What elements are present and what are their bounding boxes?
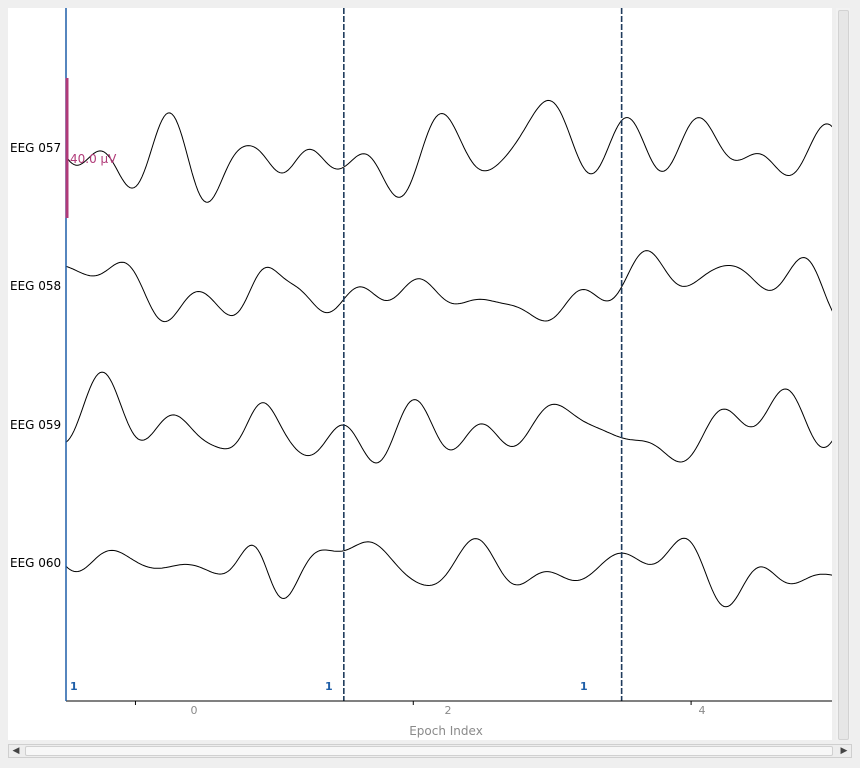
epoch-marker-label: 1	[70, 680, 78, 693]
x-axis-title: Epoch Index	[409, 724, 483, 738]
x-tick-label: 4	[698, 704, 706, 717]
horizontal-scrollbar[interactable]: ◀ ▶	[8, 744, 852, 758]
eeg-trace-eeg-059[interactable]	[65, 371, 832, 464]
plot-canvas[interactable]	[8, 8, 832, 740]
x-tick-label: 0	[190, 704, 198, 717]
horizontal-scroll-thumb[interactable]	[25, 746, 833, 756]
epoch-marker-label: 1	[325, 680, 333, 693]
scroll-left-arrow-icon[interactable]: ◀	[12, 746, 20, 756]
eeg-trace-eeg-060[interactable]	[65, 537, 832, 608]
channel-label-eeg-057: EEG 057	[10, 141, 62, 155]
eeg-trace-eeg-058[interactable]	[65, 250, 832, 323]
epoch-marker-label: 1	[580, 680, 588, 693]
x-tick-label: 2	[444, 704, 452, 717]
plot-area[interactable]	[8, 8, 832, 740]
scale-bar-label: 40.0 µV	[70, 152, 117, 166]
channel-label-eeg-058: EEG 058	[10, 279, 62, 293]
vertical-scroll-thumb[interactable]	[838, 10, 849, 740]
channel-label-eeg-060: EEG 060	[10, 556, 62, 570]
scroll-right-arrow-icon[interactable]: ▶	[840, 746, 848, 756]
channel-label-eeg-059: EEG 059	[10, 418, 62, 432]
vertical-scrollbar[interactable]	[836, 8, 850, 740]
eeg-trace-eeg-057[interactable]	[65, 99, 832, 203]
